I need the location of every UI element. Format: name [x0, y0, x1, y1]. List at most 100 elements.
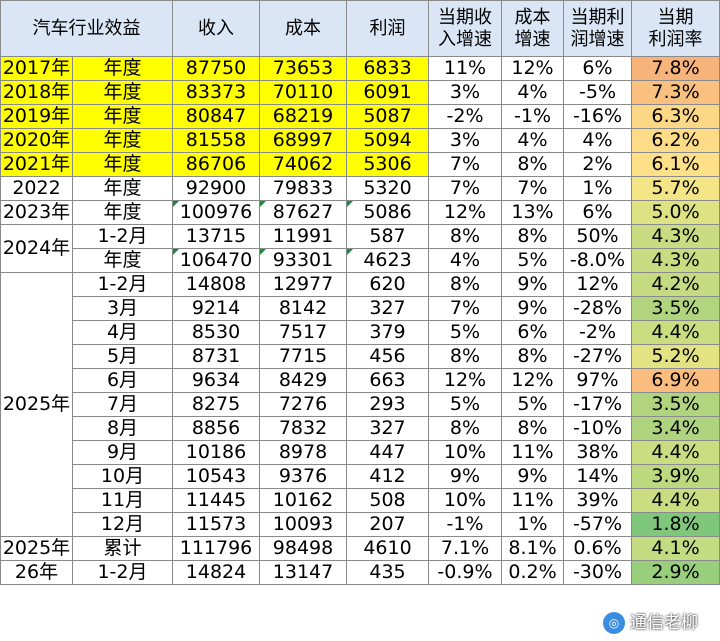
- cost-cell: 9376: [259, 464, 347, 489]
- cost-cell: 87627: [259, 200, 347, 225]
- profit-cell: 327: [346, 416, 429, 441]
- profit-cell: 5086: [346, 200, 429, 225]
- profit-rate-cell: 6.3%: [631, 104, 720, 129]
- income-cell: 8275: [172, 392, 260, 417]
- profit-growth-cell: 39%: [563, 488, 632, 513]
- profit-rate-cell: 6.2%: [631, 128, 720, 153]
- cost-growth-cell: 8%: [501, 416, 564, 441]
- cost-growth-cell: 8.1%: [501, 536, 564, 561]
- cost-growth-cell: 6%: [501, 320, 564, 345]
- cost-growth-cell: 7%: [501, 176, 564, 201]
- table-row: 26年 1-2月 14824 13147 435 -0.9% 0.2% -30% 2.9%: [0, 560, 720, 585]
- header-line: 当期: [657, 6, 694, 28]
- header-row: 汽车行业效益 收入 成本 利润 当期收 入增速 成本 增速 当期利 润增速 当期 利润率: [0, 0, 720, 57]
- cost-growth-cell: 8%: [501, 224, 564, 249]
- profit-rate-cell: 5.7%: [631, 176, 720, 201]
- cost-growth-cell: 9%: [501, 464, 564, 489]
- cost-cell: 7715: [259, 344, 347, 369]
- cost-growth-cell: 8%: [501, 152, 564, 177]
- income-cell: 111796: [172, 536, 260, 561]
- income-cell: 8530: [172, 320, 260, 345]
- period-cell: 年度: [72, 56, 173, 81]
- header-cell: 利润: [346, 0, 429, 57]
- cost-cell: 7276: [259, 392, 347, 417]
- profit-rate-cell: 5.0%: [631, 200, 720, 225]
- income-cell: 10186: [172, 440, 260, 465]
- header-line: 入增速: [438, 28, 492, 50]
- profit-growth-cell: 2%: [563, 152, 632, 177]
- profit-cell: 207: [346, 512, 429, 537]
- profit-rate-cell: 4.3%: [631, 224, 720, 249]
- table-row: 8月 8856 7832 327 8% 8% -10% 3.4%: [1, 416, 720, 441]
- profit-growth-cell: 1%: [563, 176, 632, 201]
- profit-cell: 6833: [346, 56, 429, 81]
- table-row: 2019年 年度 80847 68219 5087 -2% -1% -16% 6.3%: [0, 104, 720, 129]
- period-cell: 12月: [72, 512, 173, 537]
- profit-cell: 663: [346, 368, 429, 393]
- profit-growth-cell: 50%: [563, 224, 632, 249]
- income-growth-cell: 11%: [428, 56, 502, 81]
- income-growth-cell: 8%: [428, 344, 502, 369]
- table-row: 9月 10186 8978 447 10% 11% 38% 4.4%: [1, 440, 720, 465]
- table-row: 2024年 1-2月 13715 11991 587 8% 8% 50% 4.3%: [0, 224, 720, 273]
- income-cell: 14824: [172, 560, 260, 585]
- cost-growth-cell: 5%: [501, 248, 564, 273]
- period-cell: 11月: [72, 488, 173, 513]
- profit-rate-cell: 4.2%: [631, 272, 720, 297]
- profit-growth-cell: -30%: [563, 560, 632, 585]
- header-cell: 当期收 入增速: [428, 0, 502, 57]
- period-cell: 年度: [72, 80, 173, 105]
- profit-cell: 5306: [346, 152, 429, 177]
- cost-cell: 98498: [259, 536, 347, 561]
- profit-cell: 587: [346, 224, 429, 249]
- income-growth-cell: 7%: [428, 176, 502, 201]
- cost-cell: 11991: [259, 224, 347, 249]
- cost-growth-cell: 9%: [501, 272, 564, 297]
- income-growth-cell: 10%: [428, 440, 502, 465]
- auto-industry-table: 汽车行业效益 收入 成本 利润 当期收 入增速 成本 增速 当期利 润增速 当期 利润率 2017年 年度…: [0, 0, 720, 585]
- cost-growth-cell: 4%: [501, 128, 564, 153]
- period-cell: 3月: [72, 296, 173, 321]
- table-row: 2025年 累计 111796 98498 4610 7.1% 8.1% 0.6% 4.1%: [0, 536, 720, 561]
- table-row: 2025年 1-2月 14808 12977 620 8% 9% 12% 4.2%: [0, 272, 720, 537]
- period-cell: 6月: [72, 368, 173, 393]
- profit-growth-cell: -2%: [563, 320, 632, 345]
- profit-cell: 379: [346, 320, 429, 345]
- income-cell: 100976: [172, 200, 260, 225]
- year-cell: 2022: [0, 176, 73, 201]
- cost-cell: 7517: [259, 320, 347, 345]
- profit-rate-cell: 4.4%: [631, 320, 720, 345]
- income-growth-cell: 10%: [428, 488, 502, 513]
- table-row: 6月 9634 8429 663 12% 12% 97% 6.9%: [1, 368, 720, 393]
- income-cell: 92900: [172, 176, 260, 201]
- profit-growth-cell: -57%: [563, 512, 632, 537]
- year-cell: 2018年: [0, 80, 73, 105]
- table-row: 2023年 年度 100976 87627 5086 12% 13% 6% 5.0%: [0, 200, 720, 225]
- cost-growth-cell: -1%: [501, 104, 564, 129]
- table-row: 2022 年度 92900 79833 5320 7% 7% 1% 5.7%: [0, 176, 720, 201]
- cost-cell: 68219: [259, 104, 347, 129]
- profit-rate-cell: 5.2%: [631, 344, 720, 369]
- profit-rate-cell: 7.3%: [631, 80, 720, 105]
- cost-growth-cell: 8%: [501, 344, 564, 369]
- period-cell: 5月: [72, 344, 173, 369]
- table-row: 2018年 年度 83373 70110 6091 3% 4% -5% 7.3%: [0, 80, 720, 105]
- cost-growth-cell: 1%: [501, 512, 564, 537]
- income-growth-cell: 12%: [428, 200, 502, 225]
- cost-growth-cell: 4%: [501, 80, 564, 105]
- profit-cell: 456: [346, 344, 429, 369]
- income-cell: 87750: [172, 56, 260, 81]
- header-line: 润增速: [570, 28, 625, 50]
- header-cell: 收入: [172, 0, 260, 57]
- profit-rate-cell: 4.3%: [631, 248, 720, 273]
- profit-cell: 6091: [346, 80, 429, 105]
- header-line: 成本: [514, 6, 551, 28]
- cost-cell: 12977: [259, 272, 347, 297]
- period-cell: 9月: [72, 440, 173, 465]
- cost-cell: 8429: [259, 368, 347, 393]
- header-line: 收入: [198, 17, 234, 39]
- period-cell: 1-2月: [72, 560, 173, 585]
- profit-cell: 293: [346, 392, 429, 417]
- income-cell: 8856: [172, 416, 260, 441]
- table-row: 年度 106470 93301 4623 4% 5% -8.0% 4.3%: [1, 248, 720, 273]
